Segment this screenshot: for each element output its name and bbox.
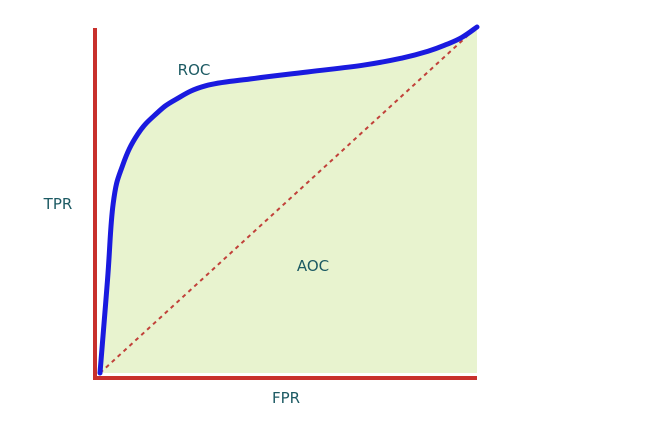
roc-annotation: ROC bbox=[178, 61, 211, 79]
roc-curve bbox=[97, 24, 480, 376]
x-axis-label: FPR bbox=[272, 389, 300, 407]
area-under-curve bbox=[100, 27, 477, 373]
diagonal-reference-line bbox=[99, 26, 478, 374]
y-axis-label: TPR bbox=[43, 195, 73, 213]
aoc-annotation: AOC bbox=[297, 257, 329, 275]
